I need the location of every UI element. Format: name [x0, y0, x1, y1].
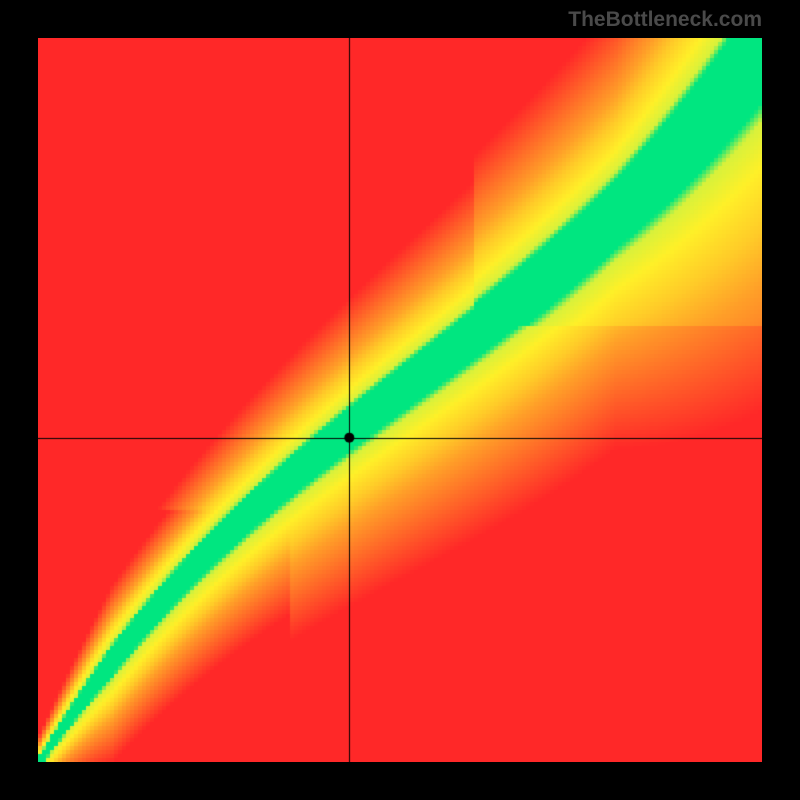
- chart-container: TheBottleneck.com: [0, 0, 800, 800]
- watermark-text: TheBottleneck.com: [568, 8, 762, 32]
- bottleneck-heatmap: [38, 38, 762, 762]
